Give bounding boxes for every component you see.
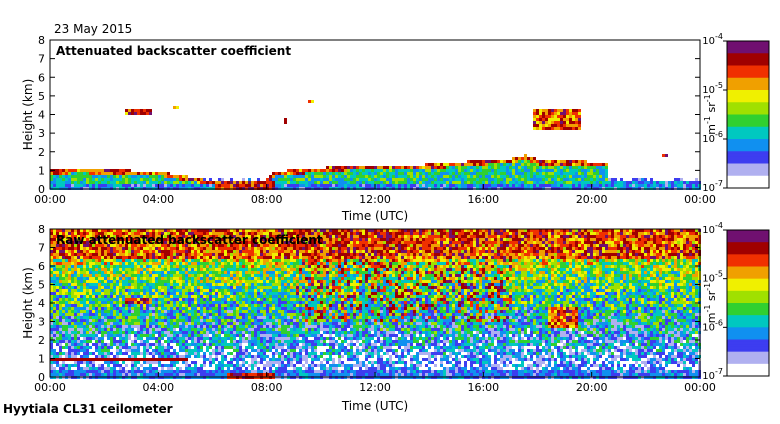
y-tick-label: 6 bbox=[38, 260, 45, 273]
x-tick-label: 12:00 bbox=[359, 193, 391, 206]
y-axis-label: Height (km) bbox=[21, 267, 35, 338]
x-tick-label: 00:00 bbox=[684, 381, 716, 394]
y-tick-label: 3 bbox=[38, 127, 45, 140]
x-tick-label: 08:00 bbox=[251, 381, 283, 394]
y-tick-label: 5 bbox=[38, 90, 45, 103]
y-tick-label: 2 bbox=[38, 146, 45, 159]
y-tick-label: 5 bbox=[38, 279, 45, 292]
panel-title: Attenuated backscatter coefficient bbox=[56, 44, 291, 58]
date-label: 23 May 2015 bbox=[54, 22, 132, 36]
x-tick-label: 04:00 bbox=[142, 381, 174, 394]
y-tick-label: 7 bbox=[38, 242, 45, 255]
colorbar-tick-label: 10-7 bbox=[702, 367, 723, 382]
colorbar-unit-label: m-1 sr-1 bbox=[703, 283, 718, 323]
colorbar-tick-label: 10-5 bbox=[702, 81, 723, 96]
x-tick-label: 04:00 bbox=[142, 193, 174, 206]
x-tick-label: 16:00 bbox=[467, 381, 499, 394]
x-tick-label: 20:00 bbox=[576, 193, 608, 206]
y-tick-label: 8 bbox=[38, 34, 45, 47]
y-tick-label: 4 bbox=[38, 109, 45, 122]
y-tick-label: 8 bbox=[38, 223, 45, 236]
colorbar-tick-label: 10-5 bbox=[702, 270, 723, 285]
x-axis-label: Time (UTC) bbox=[341, 399, 408, 413]
colorbar: 10-710-610-510-4m-1 sr-1 bbox=[702, 221, 769, 382]
colorbar: 10-710-610-510-4m-1 sr-1 bbox=[702, 32, 769, 194]
x-tick-label: 00:00 bbox=[684, 193, 716, 206]
colorbar-unit-label: m-1 sr-1 bbox=[703, 94, 718, 134]
y-tick-label: 6 bbox=[38, 71, 45, 84]
x-tick-label: 12:00 bbox=[359, 381, 391, 394]
panel-title: Raw attenuated backscatter coefficient bbox=[56, 233, 323, 247]
instrument-label: Hyytiala CL31 ceilometer bbox=[3, 402, 173, 416]
y-tick-label: 7 bbox=[38, 53, 45, 66]
colorbar-tick-label: 10-7 bbox=[702, 179, 723, 194]
panel-2: Raw attenuated backscatter coefficient01… bbox=[21, 221, 769, 413]
colorbar-tick-label: 10-4 bbox=[702, 221, 723, 236]
x-tick-label: 08:00 bbox=[251, 193, 283, 206]
x-tick-label: 00:00 bbox=[34, 381, 66, 394]
x-tick-label: 16:00 bbox=[467, 193, 499, 206]
panel-1: Attenuated backscatter coefficient012345… bbox=[21, 32, 769, 223]
y-axis-label: Height (km) bbox=[21, 79, 35, 150]
y-tick-label: 1 bbox=[38, 164, 45, 177]
colorbar-tick-label: 10-4 bbox=[702, 32, 723, 47]
x-tick-label: 20:00 bbox=[576, 381, 608, 394]
y-tick-label: 2 bbox=[38, 334, 45, 347]
x-axis-label: Time (UTC) bbox=[341, 209, 408, 223]
y-tick-label: 3 bbox=[38, 316, 45, 329]
x-tick-label: 00:00 bbox=[34, 193, 66, 206]
y-tick-label: 4 bbox=[38, 297, 45, 310]
y-tick-label: 1 bbox=[38, 353, 45, 366]
